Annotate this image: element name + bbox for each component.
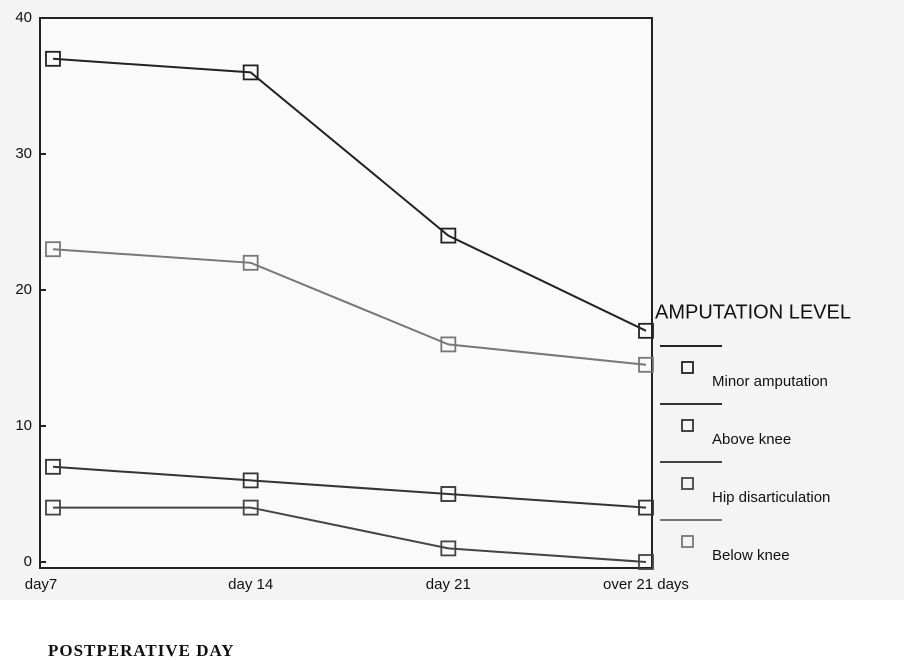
point-marker — [45, 50, 61, 67]
y-tick-label: 30 — [15, 145, 32, 162]
point-marker — [638, 499, 654, 516]
legend-title: AMPUTATION LEVEL — [655, 301, 851, 323]
y-tick-label: 10 — [15, 417, 32, 434]
legend-marker — [681, 419, 694, 432]
point-marker — [242, 254, 259, 271]
series-line — [53, 506, 647, 563]
point-marker — [242, 499, 259, 516]
y-tick-label: 20 — [15, 281, 32, 298]
x-tick-label: day7 — [25, 576, 58, 593]
point-marker — [45, 458, 61, 475]
legend-label: Hip disarticulation — [712, 489, 830, 506]
point-marker — [45, 499, 61, 516]
point-marker — [440, 227, 457, 244]
series-line — [52, 465, 647, 509]
plot-area — [39, 17, 653, 569]
legend-label: Minor amputation — [712, 373, 828, 390]
legend-marker — [681, 477, 694, 490]
legend-marker — [681, 361, 694, 374]
point-marker — [242, 64, 259, 81]
y-tick-label: 0 — [24, 553, 32, 570]
x-axis-title: POSTPERATIVE DAY — [48, 641, 235, 660]
legend-label: Above knee — [712, 431, 791, 448]
point-marker — [440, 336, 457, 353]
point-marker — [242, 472, 259, 489]
legend-label: Below knee — [712, 547, 790, 564]
series-line — [52, 248, 647, 366]
y-tick-label: 40 — [15, 9, 32, 26]
point-marker — [638, 322, 654, 339]
point-marker — [45, 241, 61, 258]
point-marker — [638, 356, 654, 373]
series-line — [52, 57, 647, 332]
x-tick-label: over 21 days — [603, 576, 689, 593]
x-tick-label: day 21 — [426, 576, 471, 593]
point-marker — [440, 486, 457, 502]
legend-marker — [681, 535, 694, 548]
x-tick-label: day 14 — [228, 576, 273, 593]
point-marker — [440, 540, 457, 557]
point-marker — [638, 554, 654, 570]
